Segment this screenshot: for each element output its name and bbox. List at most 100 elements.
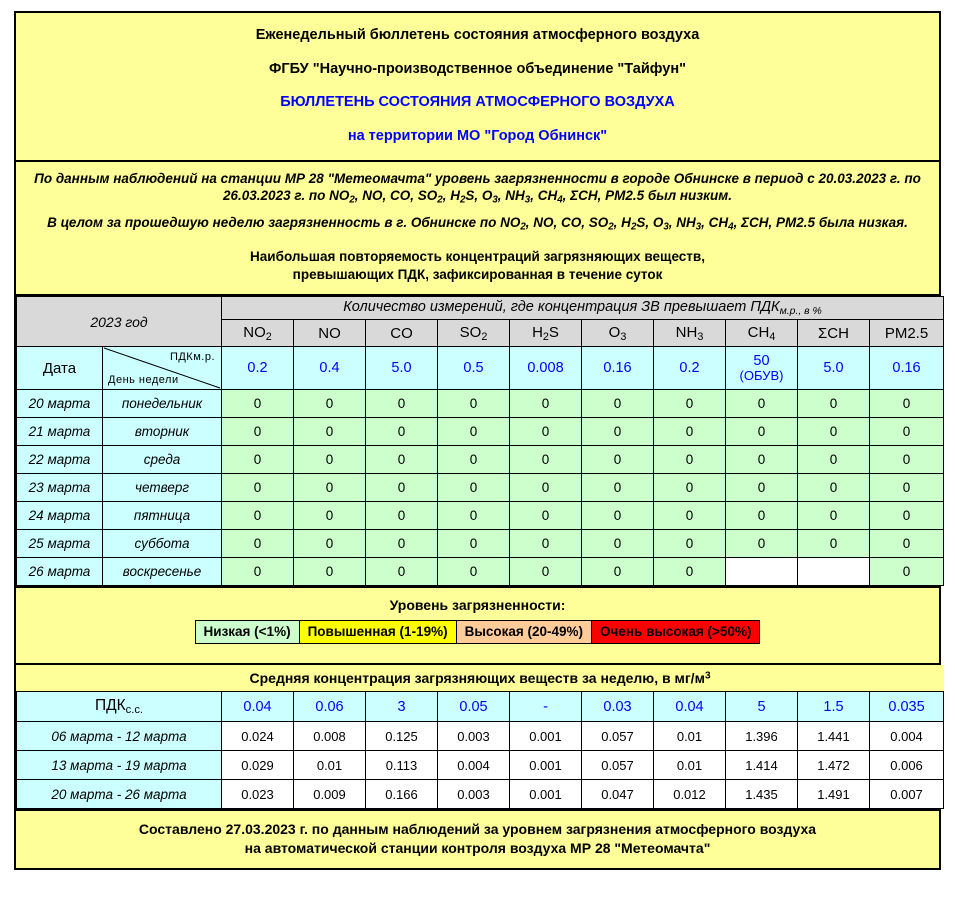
intro-p2-seg3: , H <box>613 214 631 230</box>
exceedance-cell-2-7: 0 <box>725 445 798 475</box>
avg-value-1-1: 0.01 <box>293 750 366 781</box>
avg-table-title-row: Средняя концентрация загрязняющих вещест… <box>16 665 944 693</box>
exceedance-title-text: Количество измерений, где концентрация З… <box>343 299 780 316</box>
diagonal-divider-icon <box>103 347 221 389</box>
legend-swatch-2: Высокая (20-49%) <box>456 621 593 644</box>
pdk-mr-value-7: 50 (ОБУВ) <box>725 346 798 391</box>
exceedance-cell-3-2: 0 <box>365 473 438 503</box>
pdk-ss-value-5: 0.03 <box>581 691 654 723</box>
legend-block: Уровень загрязненности: Низкая (<1%) Повы… <box>16 588 939 666</box>
exceedance-cell-5-2: 0 <box>365 529 438 559</box>
pollutant-name-8: ΣCH <box>818 324 849 342</box>
intro-p2-sub4: 3 <box>663 221 669 233</box>
exceedance-cell-4-8: 0 <box>797 501 870 531</box>
exceedance-cell-6-7 <box>725 557 798 587</box>
avg-value-2-2: 0.166 <box>365 779 438 810</box>
exceedance-cell-4-3: 0 <box>437 501 510 531</box>
avg-value-2-4: 0.001 <box>509 779 582 810</box>
intro-p2-seg5: , NH <box>668 214 696 230</box>
avg-value-1-4: 0.001 <box>509 750 582 781</box>
pdk-mr-row: Дата ПДКм.р. День недели 0.2 0.4 5.0 0.5 0.0… <box>16 346 945 391</box>
exceedance-cell-0-1: 0 <box>293 389 366 419</box>
pollutant-header-8: ΣCH <box>797 319 870 348</box>
intro-p1-seg2: , NO, CO, SO <box>354 188 438 204</box>
legend-title: Уровень загрязненности: <box>389 597 566 614</box>
pdk-ss-value-4: - <box>509 691 582 723</box>
exceedance-cell-0-3: 0 <box>437 389 510 419</box>
table-row: 20 марта - 26 марта 0.023 0.009 0.166 0.003 0… <box>16 779 945 810</box>
date-column-label: Дата <box>16 346 103 391</box>
pollutant-sub-4: 2 <box>542 330 549 343</box>
pdk-mr-value-5: 0.16 <box>581 346 654 391</box>
pdk-mr-value-0: 0.2 <box>221 346 294 391</box>
pdk-mr-number-5: 0.16 <box>603 359 632 376</box>
exceedance-cell-4-4: 0 <box>509 501 582 531</box>
avg-value-0-1: 0.008 <box>293 721 366 752</box>
intro-p1-seg7: , ΣCH, PM2.5 был низким. <box>562 188 732 204</box>
exceedance-cell-0-7: 0 <box>725 389 798 419</box>
pollutant-tail-4: S <box>548 323 559 341</box>
avg-table-block: Средняя концентрация загрязняющих вещест… <box>16 665 945 812</box>
exceedance-cell-3-5: 0 <box>581 473 654 503</box>
avg-value-2-6: 0.012 <box>653 779 726 810</box>
row-date-4: 24 марта <box>16 501 103 531</box>
row-weekday-0: понедельник <box>102 389 222 419</box>
intro-p2-sub3: 2 <box>630 221 637 233</box>
legend-swatches: Низкая (<1%) Повышенная (1-19%) Высокая (2… <box>194 620 761 645</box>
table-row: 23 марта четверг 0 0 0 0 0 0 0 0 0 0 <box>16 473 945 503</box>
pollutant-name-5: O <box>608 323 621 341</box>
row-date-1: 21 марта <box>16 417 103 447</box>
exceedance-cell-2-2: 0 <box>365 445 438 475</box>
pollutant-name-6: NH <box>675 323 698 341</box>
exceedance-cell-1-8: 0 <box>797 417 870 447</box>
intro-p1-seg1: По данным наблюдений на станции МР 28 "М… <box>34 170 921 204</box>
exceedance-cell-0-8: 0 <box>797 389 870 419</box>
bulletin-title: Еженедельный бюллетень состояния атмосфе… <box>255 27 700 43</box>
pollutant-header-0: NO2 <box>221 319 294 348</box>
exceedance-cell-0-5: 0 <box>581 389 654 419</box>
pdk-ss-value-0: 0.04 <box>221 691 294 723</box>
exceedance-cell-0-0: 0 <box>221 389 294 419</box>
row-weekday-3: четверг <box>102 473 222 503</box>
exceedance-cell-3-6: 0 <box>653 473 726 503</box>
intro-paragraph-2: В целом за прошедшую неделю загрязненнос… <box>28 214 927 234</box>
pdk-mr-number-7: 50 <box>753 352 770 369</box>
exceedance-cell-2-5: 0 <box>581 445 654 475</box>
avg-value-0-0: 0.024 <box>221 721 294 752</box>
intro-block: По данным наблюдений на станции МР 28 "М… <box>16 161 939 297</box>
table-row: 22 марта среда 0 0 0 0 0 0 0 0 0 0 <box>16 445 945 475</box>
intro-p1-sub3: 2 <box>459 194 466 206</box>
intro-p1-seg6: , CH <box>530 188 558 204</box>
diagonal-header-cell: ПДКм.р. День недели <box>102 346 222 391</box>
intro-p1-sub2: 2 <box>437 194 443 206</box>
pollutant-header-2: CO <box>365 319 438 348</box>
table-row: 26 марта воскресенье 0 0 0 0 0 0 0 0 <box>16 557 945 587</box>
exceedance-cell-6-1: 0 <box>293 557 366 587</box>
pdk-ss-value-6: 0.04 <box>653 691 726 723</box>
exceedance-cell-4-6: 0 <box>653 501 726 531</box>
exceedance-section-title: Количество измерений, где концентрация З… <box>220 296 945 321</box>
avg-value-1-2: 0.113 <box>365 750 438 781</box>
footer-line-1: Составлено 27.03.2023 г. по данным наблю… <box>138 821 817 838</box>
avg-period-1: 13 марта - 19 марта <box>16 750 222 781</box>
main-table-header-row-2: NO2 NO CO SO2 H2S O3 NH3 CH4 ΣCH PM2.5 <box>17 319 945 348</box>
intro-p2-sub5: 3 <box>695 221 702 233</box>
avg-section-title: Средняя концентрация загрязняющих вещест… <box>16 665 944 693</box>
exceedance-cell-4-9: 0 <box>868 501 945 531</box>
table-row: 06 марта - 12 марта 0.024 0.008 0.125 0.003 0… <box>16 721 945 752</box>
exceedance-cell-5-9: 0 <box>868 529 945 559</box>
diag-weekday-label: День недели <box>108 374 179 387</box>
pdk-ss-label-text: ПДК <box>94 697 126 715</box>
exceedance-cell-6-0: 0 <box>221 557 294 587</box>
exceedance-cell-3-4: 0 <box>509 473 582 503</box>
pollutant-name-3: SO <box>459 323 482 341</box>
exceedance-cell-4-1: 0 <box>293 501 366 531</box>
row-weekday-5: суббота <box>102 529 222 559</box>
pdk-mr-value-9: 0.16 <box>868 346 945 391</box>
exceedance-cell-2-8: 0 <box>797 445 870 475</box>
avg-value-2-3: 0.003 <box>437 779 510 810</box>
footer-block: Составлено 27.03.2023 г. по данным наблю… <box>16 811 939 869</box>
pdk-mr-value-4: 0.008 <box>509 346 582 391</box>
exceedance-cell-5-6: 0 <box>653 529 726 559</box>
pdk-mr-value-8: 5.0 <box>797 346 870 391</box>
